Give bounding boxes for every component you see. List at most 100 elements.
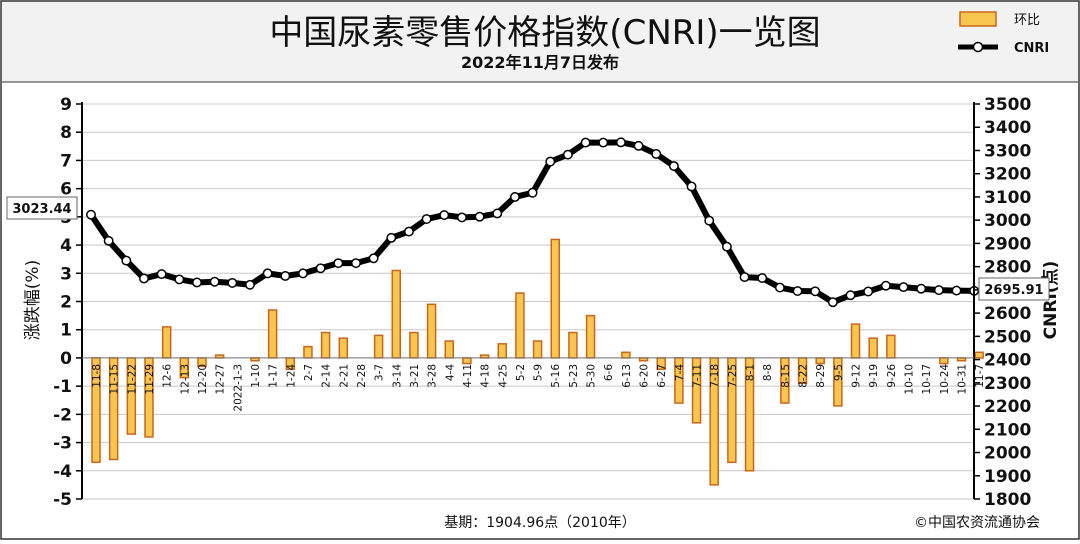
- x-tick-label: 6-6: [603, 364, 615, 381]
- y-right-tick-label: 1900: [984, 467, 1031, 487]
- x-tick-label: 3-21: [409, 364, 421, 388]
- cnri-point: [545, 156, 556, 167]
- bar-change: [939, 357, 949, 365]
- y-left-tick-label: -4: [53, 462, 72, 482]
- legend-bar-label: 环比: [1014, 13, 1040, 28]
- x-tick-label: 6-13: [621, 364, 633, 388]
- x-tick-label: 11-7: [974, 364, 986, 388]
- x-tick-label: 6-20: [639, 364, 651, 388]
- axes-layer: 9876543210-1-2-3-4-535003400330032003100…: [53, 95, 1031, 510]
- cnri-point: [527, 187, 538, 198]
- bar-change: [815, 357, 825, 365]
- cnri-point: [456, 212, 467, 223]
- cnri-point: [598, 137, 609, 148]
- legend-line-label: CNRI: [1014, 41, 1049, 56]
- x-tick-label: 4-4: [444, 364, 456, 381]
- y-left-axis-title: 涨跌幅(%): [23, 260, 43, 340]
- header-band: [2, 2, 1078, 82]
- line-layer: [86, 137, 980, 308]
- y-left-tick-label: 3: [60, 264, 72, 284]
- cnri-point: [509, 191, 520, 202]
- cnri-point: [209, 276, 220, 287]
- cnri-point: [474, 211, 485, 222]
- bar-change: [850, 323, 861, 359]
- y-left-tick-label: 8: [60, 123, 72, 143]
- cnri-point: [421, 214, 432, 224]
- x-tick-label: 3-14: [391, 364, 403, 388]
- y-right-tick-label: 2600: [984, 304, 1031, 324]
- x-tick-label: 2-7: [303, 364, 315, 381]
- cnri-point: [774, 282, 785, 293]
- cnri-point: [721, 241, 732, 252]
- bar-change: [868, 337, 878, 359]
- callout-first-value: 3023.44: [12, 202, 71, 217]
- cnri-point: [439, 210, 450, 221]
- cnri-point: [845, 290, 856, 301]
- x-tick-label: 1-17: [268, 364, 280, 388]
- x-tick-label: 1-24: [285, 364, 297, 388]
- callout-last: 2695.91: [978, 277, 1050, 301]
- cnri-point: [810, 286, 821, 297]
- chart-subtitle: 2022年11月7日发布: [461, 53, 619, 72]
- x-tick-label: 5-16: [550, 364, 562, 388]
- cnri-point: [827, 297, 838, 308]
- cnri-point: [633, 140, 644, 151]
- y-right-tick-label: 2500: [984, 327, 1031, 347]
- x-tick-label: 5-2: [515, 364, 527, 381]
- cnri-point: [262, 268, 273, 279]
- y-right-tick-label: 2400: [984, 351, 1031, 371]
- cnri-point: [298, 268, 308, 279]
- x-tick-label: 11-22: [126, 364, 138, 395]
- bar-change: [497, 343, 508, 359]
- x-tick-label: 8-15: [780, 364, 792, 388]
- x-tick-label: 8-22: [798, 364, 810, 388]
- y-right-tick-label: 1800: [984, 490, 1031, 510]
- callout-first: 3023.44: [6, 196, 78, 220]
- cnri-point: [156, 269, 167, 280]
- y-right-tick-label: 2800: [984, 258, 1031, 278]
- legend: 环比 CNRI: [958, 11, 1049, 56]
- chart-title: 中国尿素零售价格指数(CNRI)一览图: [269, 13, 820, 53]
- x-tick-label: 6-27: [656, 364, 668, 388]
- y-right-tick-label: 2200: [984, 397, 1031, 417]
- bar-change: [409, 331, 419, 359]
- x-tick-label: 12-20: [197, 364, 209, 395]
- x-tick-label: 5-9: [533, 364, 545, 381]
- x-tick-label: 1-10: [250, 364, 262, 388]
- cnri-point: [615, 137, 626, 148]
- x-tick-label: 12-6: [162, 364, 174, 388]
- cnri-point: [192, 277, 202, 288]
- x-tick-labels: 11-8 11-15 11-22 11-29 12-6 12-13 12-20 12-27 20…: [91, 364, 986, 412]
- bar-change: [391, 269, 402, 359]
- x-tick-label: 3-7: [374, 364, 386, 381]
- callout-last-value: 2695.91: [984, 283, 1043, 298]
- cnri-point: [668, 161, 679, 171]
- cnri-point: [757, 273, 768, 283]
- bar-change: [568, 331, 578, 359]
- x-tick-label: 10-10: [904, 364, 916, 395]
- bar-change: [267, 309, 278, 359]
- cnri-point: [315, 263, 326, 274]
- bar-change: [426, 303, 437, 359]
- x-tick-label: 2022-1-3: [232, 364, 244, 412]
- x-tick-label: 3-28: [427, 364, 439, 388]
- cnri-point: [386, 232, 397, 243]
- cnri-point: [139, 273, 149, 284]
- y-left-tick-label: -1: [53, 377, 72, 397]
- cnri-point: [86, 209, 96, 220]
- y-right-tick-label: 3300: [984, 141, 1031, 161]
- x-tick-label: 5-30: [586, 364, 598, 388]
- cnri-point: [916, 283, 927, 294]
- y-left-tick-label: 0: [60, 349, 72, 369]
- cnri-point: [562, 149, 573, 160]
- x-tick-label: 4-25: [497, 364, 509, 388]
- y-right-tick-label: 3000: [984, 211, 1031, 231]
- cnri-point: [651, 149, 662, 159]
- x-tick-label: 9-26: [886, 364, 898, 388]
- cnri-point: [580, 137, 591, 148]
- x-tick-label: 10-17: [921, 364, 933, 395]
- cnri-point: [880, 280, 891, 291]
- x-tick-label: 8-29: [815, 364, 827, 388]
